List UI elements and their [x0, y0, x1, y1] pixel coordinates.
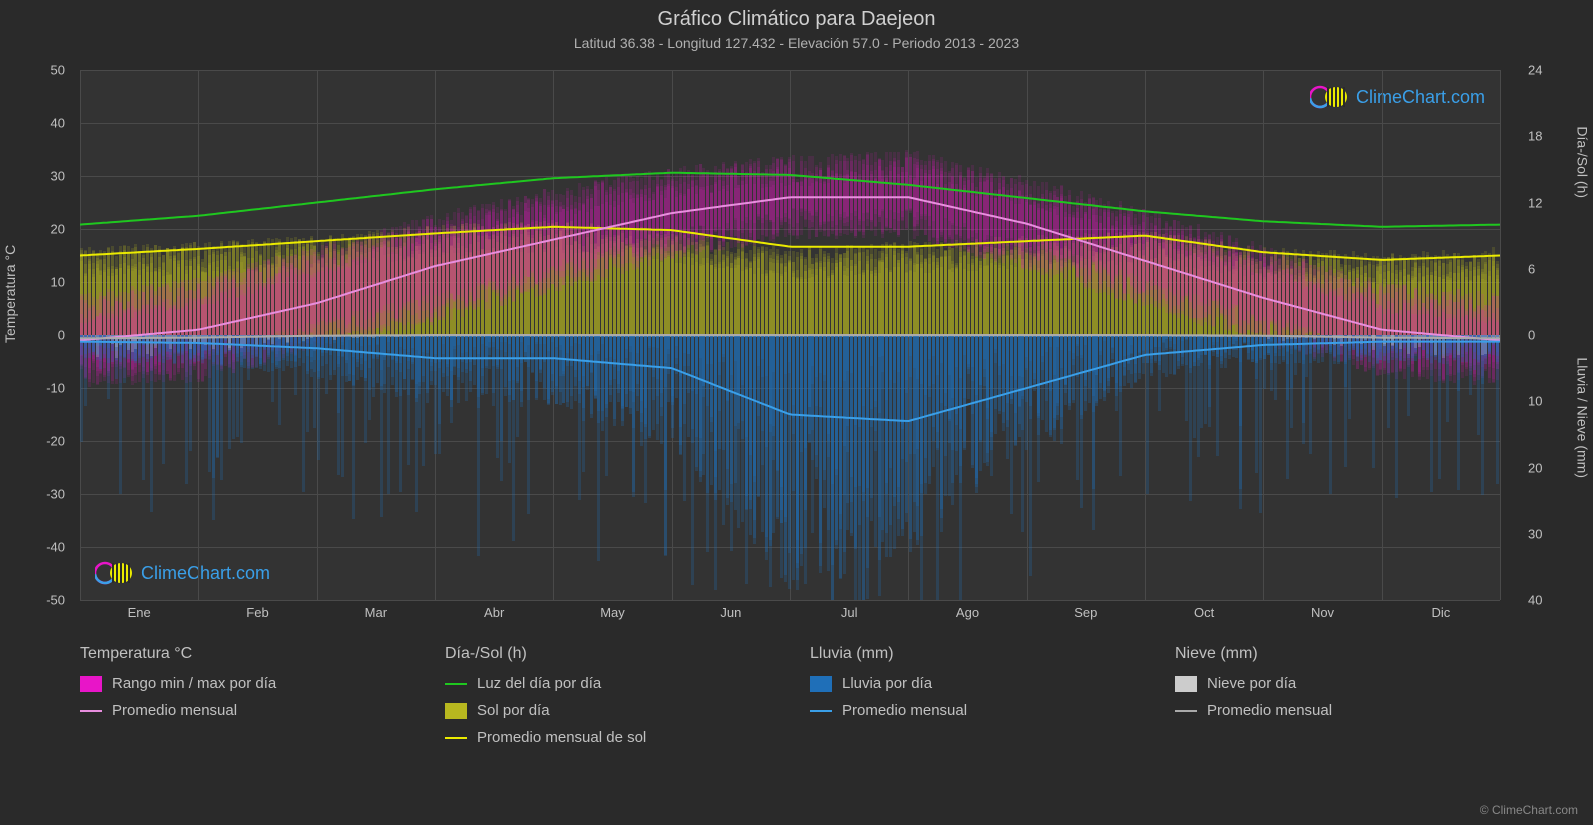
legend-item: Nieve por día [1175, 675, 1500, 692]
y-tick-right-mm: 30 [1528, 526, 1568, 541]
legend-swatch-icon [1175, 676, 1197, 692]
chart-subtitle: Latitud 36.38 - Longitud 127.432 - Eleva… [0, 31, 1593, 51]
y-axis-left: 50403020100-10-20-30-40-50 [20, 70, 70, 600]
legend-group: Temperatura °C Rango min / max por día Pro… [80, 645, 405, 756]
chart-title: Gráfico Climático para Daejeon [0, 0, 1593, 31]
y-tick-left: 40 [25, 116, 65, 131]
y-tick-left: 50 [25, 63, 65, 78]
legend-group: Día-/Sol (h) Luz del día por día Sol por d… [445, 645, 770, 756]
legend: Temperatura °C Rango min / max por día Pro… [80, 645, 1500, 756]
plot-area: ClimeChart.com ClimeChart.com [80, 70, 1500, 600]
legend-label: Promedio mensual de sol [477, 729, 646, 746]
y-tick-right-hours: 6 [1528, 261, 1568, 276]
legend-label: Promedio mensual [1207, 702, 1332, 719]
legend-item: Promedio mensual [1175, 702, 1500, 719]
x-tick-month: Jun [720, 605, 741, 620]
y-axis-right-bottom-label: Lluvia / Nieve (mm) [1575, 357, 1591, 478]
legend-item: Sol por día [445, 702, 770, 719]
legend-header: Lluvia (mm) [810, 645, 1135, 663]
x-tick-month: Jul [841, 605, 858, 620]
watermark-logo-icon [95, 561, 135, 585]
watermark-logo-icon [1310, 85, 1350, 109]
x-axis: Ene Feb Mar Abr May Jun Jul Ago Sep Oct Nov Dic [80, 605, 1500, 630]
legend-item: Promedio mensual de sol [445, 729, 770, 746]
x-tick-month: Dic [1431, 605, 1450, 620]
x-tick-month: Sep [1074, 605, 1097, 620]
legend-swatch-icon [445, 703, 467, 719]
y-tick-left: 20 [25, 222, 65, 237]
legend-label: Sol por día [477, 702, 550, 719]
climate-chart: Gráfico Climático para Daejeon Latitud 3… [0, 0, 1593, 825]
copyright: © ClimeChart.com [1480, 803, 1578, 817]
legend-item: Luz del día por día [445, 675, 770, 692]
y-axis-left-label: Temperatura °C [2, 245, 18, 343]
y-tick-left: 30 [25, 169, 65, 184]
legend-label: Luz del día por día [477, 675, 601, 692]
legend-group: Lluvia (mm) Lluvia por día Promedio mensua… [810, 645, 1135, 756]
y-tick-left: -40 [25, 540, 65, 555]
x-tick-month: Ene [128, 605, 151, 620]
watermark-text: ClimeChart.com [1356, 87, 1485, 108]
legend-label: Rango min / max por día [112, 675, 276, 692]
x-tick-month: Abr [484, 605, 504, 620]
y-tick-left: -20 [25, 434, 65, 449]
legend-line-icon [445, 683, 467, 685]
y-tick-left: 0 [25, 328, 65, 343]
legend-label: Promedio mensual [842, 702, 967, 719]
x-tick-month: Mar [365, 605, 387, 620]
legend-header: Nieve (mm) [1175, 645, 1500, 663]
x-tick-month: Nov [1311, 605, 1334, 620]
legend-item: Lluvia por día [810, 675, 1135, 692]
legend-swatch-icon [80, 676, 102, 692]
y-tick-right-mm: 20 [1528, 460, 1568, 475]
watermark-bottom: ClimeChart.com [95, 561, 270, 585]
y-tick-right-hours: 18 [1528, 129, 1568, 144]
legend-item: Promedio mensual [80, 702, 405, 719]
y-tick-left: 10 [25, 275, 65, 290]
y-axis-right-top-label: Día-/Sol (h) [1575, 126, 1591, 198]
legend-group: Nieve (mm) Nieve por día Promedio mensual [1175, 645, 1500, 756]
y-tick-right-mm: 10 [1528, 394, 1568, 409]
legend-line-icon [810, 710, 832, 712]
y-tick-right-hours: 24 [1528, 63, 1568, 78]
y-tick-left: -50 [25, 593, 65, 608]
x-tick-month: Feb [246, 605, 268, 620]
y-tick-right-mm: 40 [1528, 593, 1568, 608]
legend-line-icon [1175, 710, 1197, 712]
y-tick-left: -30 [25, 487, 65, 502]
legend-line-icon [445, 737, 467, 739]
y-tick-right-hours: 12 [1528, 195, 1568, 210]
y-axis-right: 2418126010203040 [1523, 70, 1573, 600]
y-tick-right-hours: 0 [1528, 328, 1568, 343]
legend-item: Rango min / max por día [80, 675, 405, 692]
legend-label: Promedio mensual [112, 702, 237, 719]
x-tick-month: Oct [1194, 605, 1214, 620]
legend-label: Lluvia por día [842, 675, 932, 692]
legend-label: Nieve por día [1207, 675, 1296, 692]
legend-header: Día-/Sol (h) [445, 645, 770, 663]
legend-item: Promedio mensual [810, 702, 1135, 719]
x-tick-month: May [600, 605, 625, 620]
legend-line-icon [80, 710, 102, 712]
y-tick-left: -10 [25, 381, 65, 396]
watermark-top: ClimeChart.com [1310, 85, 1485, 109]
watermark-text: ClimeChart.com [141, 563, 270, 584]
legend-header: Temperatura °C [80, 645, 405, 663]
x-tick-month: Ago [956, 605, 979, 620]
legend-swatch-icon [810, 676, 832, 692]
